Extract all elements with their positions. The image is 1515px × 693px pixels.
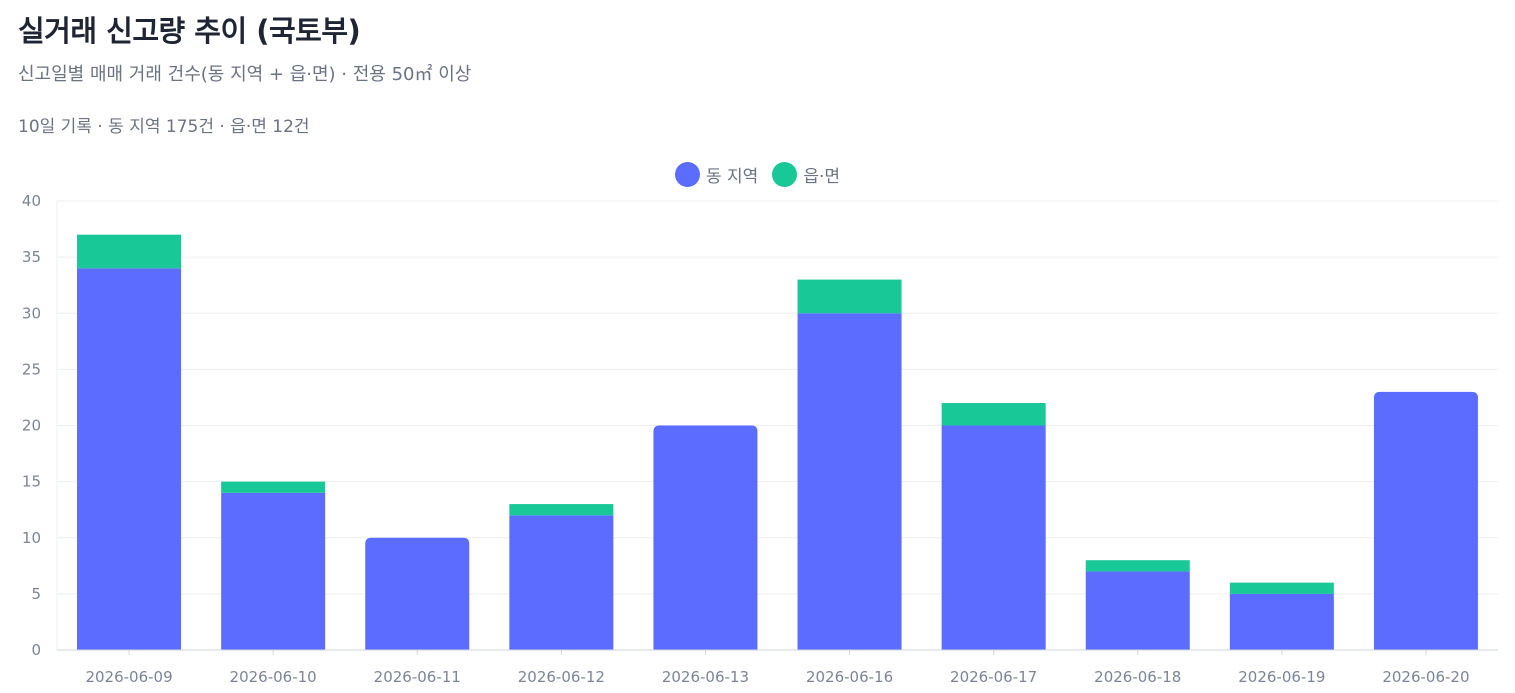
x-axis: 2026-06-09 2026-06-10 2026-06-11 2026-06-12… <box>57 649 1498 686</box>
bar-eupmyeon[interactable] <box>941 403 1046 426</box>
record-summary: 10일 기록 · 동 지역 175건 · 읍·면 12건 <box>18 117 310 137</box>
y-tick-label: 35 <box>22 248 41 266</box>
legend-item-dong[interactable]: 동 지역 <box>674 162 759 187</box>
x-tick-label: 2026-06-17 <box>950 668 1037 686</box>
bar-eupmyeon[interactable] <box>221 481 326 493</box>
y-tick-label: 25 <box>22 360 41 378</box>
bar-dong[interactable] <box>797 313 902 650</box>
bars <box>77 234 1478 651</box>
legend-item-eupmyeon[interactable]: 읍·면 <box>772 162 840 187</box>
y-tick-label: 0 <box>31 641 41 659</box>
y-tick-label: 10 <box>22 529 41 547</box>
chart-title: 실거래 신고량 추이 (국토부) <box>18 14 361 48</box>
x-tick-label: 2026-06-16 <box>806 668 893 686</box>
legend: 동 지역 읍·면 <box>0 162 1515 187</box>
x-tick-label: 2026-06-13 <box>662 668 749 686</box>
bar-eupmyeon[interactable] <box>1229 582 1334 594</box>
bar-dong[interactable] <box>653 425 758 651</box>
chart-subtitle: 신고일별 매매 거래 건수(동 지역 + 읍·면) · 전용 50㎡ 이상 <box>18 64 472 85</box>
bar-dong[interactable] <box>509 515 614 650</box>
x-tick-label: 2026-06-12 <box>518 668 605 686</box>
bar-dong[interactable] <box>365 537 470 650</box>
bar-eupmyeon[interactable] <box>1085 560 1190 572</box>
y-tick-label: 30 <box>22 304 41 322</box>
bar-dong[interactable] <box>1373 391 1478 650</box>
bar-dong[interactable] <box>77 268 182 650</box>
y-tick-label: 5 <box>31 585 41 603</box>
legend-label-dong: 동 지역 <box>705 167 759 187</box>
bar-eupmyeon[interactable] <box>509 504 614 516</box>
x-tick-label: 2026-06-10 <box>230 668 317 686</box>
x-tick-label: 2026-06-20 <box>1382 668 1469 686</box>
bar-eupmyeon[interactable] <box>797 279 902 314</box>
y-axis: 0 5 10 15 20 25 30 35 40 <box>22 192 58 659</box>
y-tick-label: 40 <box>22 192 41 210</box>
y-tick-label: 20 <box>22 417 41 435</box>
x-tick-label: 2026-06-09 <box>85 668 172 686</box>
bar-dong[interactable] <box>1229 593 1334 650</box>
x-tick-label: 2026-06-19 <box>1238 668 1325 686</box>
bar-dong[interactable] <box>941 425 1046 651</box>
x-tick-label: 2026-06-11 <box>374 668 461 686</box>
y-tick-label: 15 <box>22 473 41 491</box>
bar-eupmyeon[interactable] <box>77 234 182 269</box>
legend-swatch-eupmyeon <box>772 162 798 187</box>
x-tick-label: 2026-06-18 <box>1094 668 1181 686</box>
bar-dong[interactable] <box>221 492 326 650</box>
bar-dong[interactable] <box>1085 571 1190 650</box>
legend-swatch-dong <box>674 162 700 187</box>
legend-label-eupmyeon: 읍·면 <box>803 167 840 187</box>
